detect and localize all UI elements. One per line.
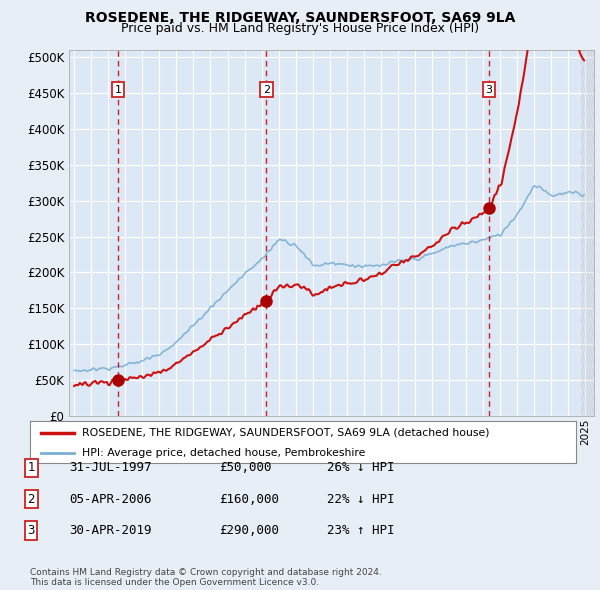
Text: 3: 3 [28,524,35,537]
Text: Contains HM Land Registry data © Crown copyright and database right 2024.
This d: Contains HM Land Registry data © Crown c… [30,568,382,587]
Text: 22% ↓ HPI: 22% ↓ HPI [327,493,395,506]
Text: £160,000: £160,000 [219,493,279,506]
Text: Price paid vs. HM Land Registry's House Price Index (HPI): Price paid vs. HM Land Registry's House … [121,22,479,35]
Text: 2: 2 [263,84,270,94]
Text: ROSEDENE, THE RIDGEWAY, SAUNDERSFOOT, SA69 9LA: ROSEDENE, THE RIDGEWAY, SAUNDERSFOOT, SA… [85,11,515,25]
Text: £50,000: £50,000 [219,461,271,474]
Text: 23% ↑ HPI: 23% ↑ HPI [327,524,395,537]
Text: 30-APR-2019: 30-APR-2019 [69,524,151,537]
Text: 26% ↓ HPI: 26% ↓ HPI [327,461,395,474]
Text: 2: 2 [28,493,35,506]
Text: 1: 1 [115,84,122,94]
Text: ROSEDENE, THE RIDGEWAY, SAUNDERSFOOT, SA69 9LA (detached house): ROSEDENE, THE RIDGEWAY, SAUNDERSFOOT, SA… [82,428,490,438]
Text: HPI: Average price, detached house, Pembrokeshire: HPI: Average price, detached house, Pemb… [82,448,365,457]
Text: 1: 1 [28,461,35,474]
Text: £290,000: £290,000 [219,524,279,537]
Text: 31-JUL-1997: 31-JUL-1997 [69,461,151,474]
Text: 3: 3 [485,84,493,94]
Text: 05-APR-2006: 05-APR-2006 [69,493,151,506]
